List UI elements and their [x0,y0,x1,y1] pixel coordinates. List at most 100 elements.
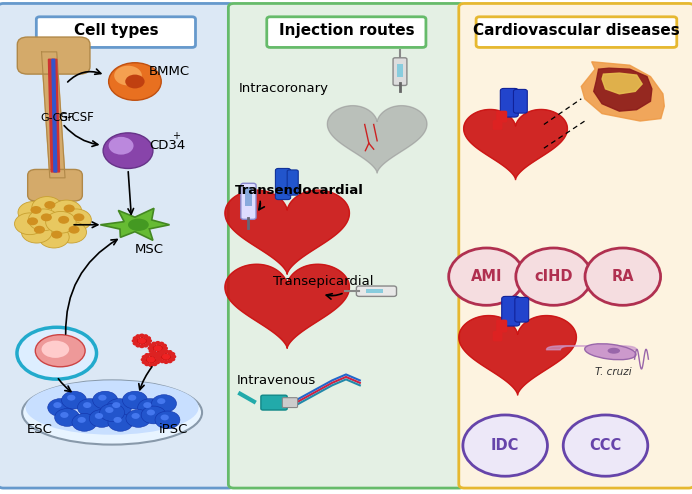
FancyBboxPatch shape [356,286,397,296]
Circle shape [46,211,76,233]
Text: CCC: CCC [590,438,621,453]
Polygon shape [225,190,349,274]
Circle shape [167,350,172,354]
Circle shape [27,217,38,225]
Circle shape [143,402,152,408]
FancyBboxPatch shape [275,168,291,200]
Circle shape [72,413,97,431]
Circle shape [28,209,59,231]
Polygon shape [594,68,652,111]
Polygon shape [225,264,349,348]
Ellipse shape [17,328,96,379]
Circle shape [15,213,45,235]
Circle shape [131,339,137,343]
FancyBboxPatch shape [241,183,256,219]
Circle shape [44,201,55,209]
Circle shape [98,395,107,401]
Circle shape [131,413,140,419]
Ellipse shape [448,248,525,305]
Circle shape [136,343,141,347]
Circle shape [122,391,147,409]
Circle shape [157,352,163,356]
Circle shape [163,346,168,350]
FancyBboxPatch shape [500,88,518,117]
Circle shape [152,342,157,346]
Circle shape [30,206,42,214]
Circle shape [148,363,154,367]
Circle shape [157,357,163,361]
Circle shape [95,413,103,419]
FancyBboxPatch shape [287,170,298,195]
Circle shape [107,399,131,416]
Text: iPSC: iPSC [159,423,188,436]
Circle shape [53,402,62,408]
FancyBboxPatch shape [28,169,82,201]
Text: T. cruzi: T. cruzi [596,367,632,376]
Circle shape [160,350,165,354]
Circle shape [41,213,52,221]
Circle shape [160,359,165,363]
Circle shape [152,395,176,412]
Circle shape [56,221,86,243]
Circle shape [61,209,91,231]
FancyBboxPatch shape [397,64,403,77]
Text: Cardiovascular diseases: Cardiovascular diseases [473,23,680,38]
Circle shape [78,399,102,416]
Circle shape [149,344,154,348]
Circle shape [170,357,175,361]
FancyBboxPatch shape [493,120,502,130]
Circle shape [83,402,91,408]
FancyBboxPatch shape [502,296,520,326]
Text: CD34: CD34 [149,139,185,152]
Circle shape [157,398,165,404]
Circle shape [34,226,45,234]
Circle shape [62,391,86,409]
Circle shape [39,226,69,248]
FancyBboxPatch shape [17,37,90,74]
Circle shape [51,200,82,222]
FancyBboxPatch shape [228,3,464,488]
Text: Intracoronary: Intracoronary [239,82,329,95]
Circle shape [158,342,164,346]
Text: MSC: MSC [135,243,164,256]
Ellipse shape [516,248,592,305]
Circle shape [171,355,176,359]
Circle shape [161,414,169,420]
FancyBboxPatch shape [393,58,407,85]
Circle shape [143,343,148,347]
Circle shape [113,417,122,423]
Text: ESC: ESC [26,423,52,436]
Circle shape [145,341,151,345]
Circle shape [145,336,151,340]
FancyBboxPatch shape [0,3,234,488]
Circle shape [112,402,120,408]
Circle shape [51,231,62,239]
Circle shape [138,338,146,344]
Circle shape [154,355,160,359]
Circle shape [55,409,80,426]
Circle shape [162,354,170,360]
Circle shape [93,391,118,409]
Text: IDC: IDC [491,438,520,453]
Ellipse shape [563,415,648,476]
Text: AMI: AMI [471,269,502,284]
FancyBboxPatch shape [366,289,383,293]
Circle shape [143,334,148,338]
Ellipse shape [128,218,149,231]
Circle shape [109,63,161,100]
Circle shape [109,137,134,155]
Circle shape [152,351,157,355]
Ellipse shape [463,415,547,476]
FancyBboxPatch shape [496,111,507,123]
Circle shape [145,362,150,366]
FancyBboxPatch shape [513,89,527,113]
Circle shape [147,410,155,415]
Circle shape [133,336,138,340]
Circle shape [148,352,154,356]
Circle shape [136,334,141,338]
Text: Transendocardial: Transendocardial [235,184,364,197]
Circle shape [108,413,133,431]
Circle shape [152,362,157,366]
Circle shape [78,417,86,423]
Polygon shape [42,52,65,178]
